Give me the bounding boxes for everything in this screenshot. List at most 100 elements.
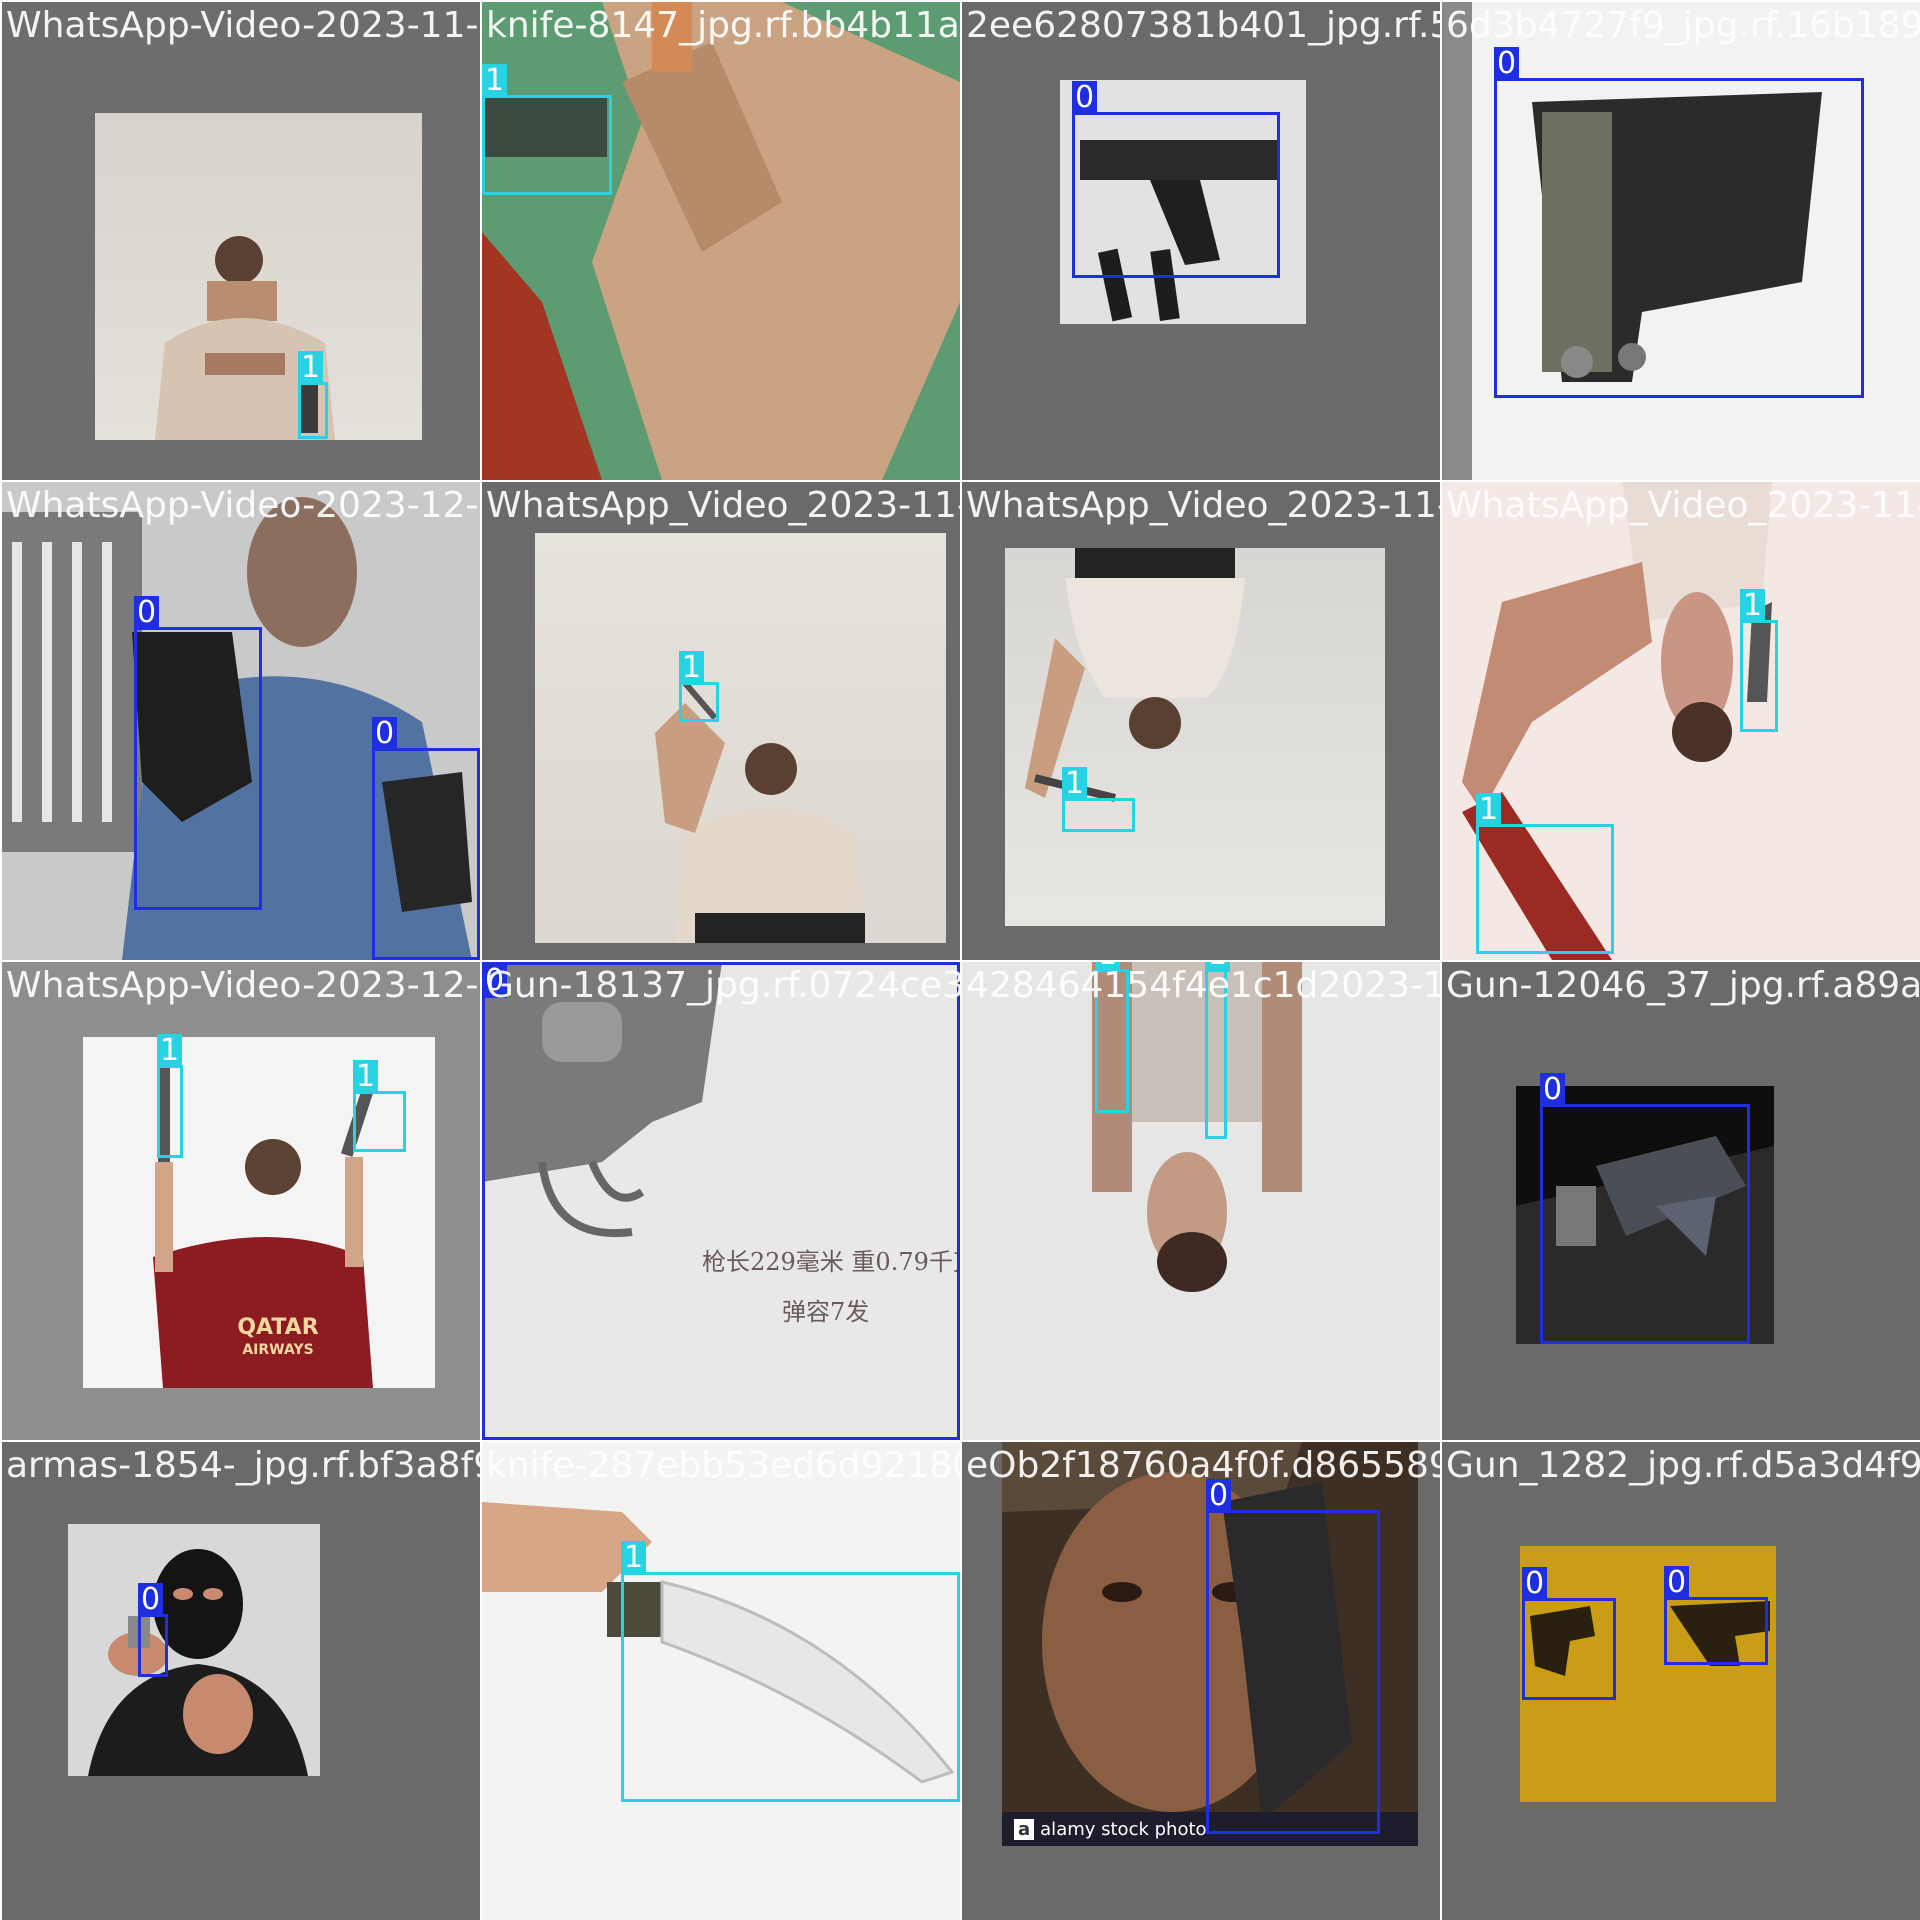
tile-3: 0 6d3b4727f9_jpg.rf.16b18975e <box>1442 2 1920 480</box>
photo-two-guns-yellow <box>1520 1546 1776 1802</box>
tile-1: 1 knife-8147_jpg.rf.bb4b11ababd <box>482 2 960 480</box>
bbox: 1 <box>1205 962 1231 1139</box>
class-label: 1 <box>1095 962 1121 972</box>
person-graphic <box>88 1549 308 1776</box>
caption-line-1: 枪长229毫米 重0.79千克 <box>702 1248 960 1276</box>
person-graphic <box>655 681 865 943</box>
class-label: 0 <box>1072 81 1098 115</box>
class-label: 1 <box>1062 767 1088 801</box>
class-label: 0 <box>482 964 508 998</box>
photo-upside-down-man-knife <box>1005 548 1385 926</box>
person-graphic <box>155 236 335 440</box>
tile-14: a alamy stock photo 0 eOb2f18760a4f0f.d86… <box>962 1442 1440 1920</box>
photo-man-wall-knife <box>95 113 422 440</box>
bbox: 0 <box>1664 1566 1768 1665</box>
bbox: 1 <box>1095 962 1129 1113</box>
class-label: 1 <box>1740 589 1766 623</box>
bbox: 1 <box>621 1541 960 1802</box>
tile-15: 0 0 Gun_1282_jpg.rf.d5a3d4f908 <box>1442 1442 1920 1920</box>
photo-masked-man-gun <box>68 1524 320 1776</box>
filename-label: WhatsApp_Video_2023-11-22 <box>1446 485 1920 526</box>
person-graphic <box>153 1067 378 1388</box>
class-label: 1 <box>1205 962 1231 972</box>
bbox: 1 <box>157 1034 183 1158</box>
bbox: 0 <box>372 717 480 960</box>
filename-label: armas-1854-_jpg.rf.bf3a8f99 <box>6 1445 480 1486</box>
photo-revolver-drawing <box>482 962 960 1440</box>
filename-label: eOb2f18760a4f0f.d865589230mc7f02a770c15a… <box>966 1445 1440 1486</box>
photo-pistol-magazines <box>1060 80 1306 324</box>
class-label: 0 <box>1494 47 1520 81</box>
stock-watermark: a alamy stock photo <box>1014 1819 1207 1840</box>
bbox: 0 <box>1206 1479 1380 1834</box>
class-label: 0 <box>1664 1566 1690 1600</box>
tile-0: 1 WhatsApp-Video-2023-11-22-at-19-47-53-… <box>2 2 480 480</box>
filename-label: 428464154f4e1c1d2023-11-22 <box>966 965 1440 1006</box>
photo-hand-knife-closeup <box>482 2 960 480</box>
bbox: 0 <box>1522 1567 1616 1700</box>
bbox: 0 <box>1494 47 1864 398</box>
class-label: 1 <box>621 1541 647 1575</box>
class-label: 1 <box>353 1060 379 1094</box>
bbox: 1 <box>1062 767 1135 832</box>
filename-label: knife-8147_jpg.rf.bb4b11ababd <box>486 5 960 46</box>
class-label: 1 <box>298 351 324 385</box>
filename-label: Gun-18137_jpg.rf.0724ce3e <box>486 965 960 1006</box>
shirt-text: QATAR AIRWAYS <box>237 1315 319 1359</box>
bbox: 0 <box>134 596 262 910</box>
filename-label: Gun-12046_37_jpg.rf.a89a24412 <box>1446 965 1920 1006</box>
class-label: 1 <box>157 1034 183 1068</box>
bbox: 1 <box>1740 589 1778 732</box>
filename-label: WhatsApp-Video-2023-12-04-at-21-04-18-mp <box>6 485 480 526</box>
photo-man-two-knives-roma: QATAR AIRWAYS <box>83 1037 435 1388</box>
tile-6: 1 WhatsApp_Video_2023-11-22-at-19-47-53-… <box>962 482 1440 960</box>
bbox: 1 <box>482 64 612 195</box>
class-label: 0 <box>1540 1073 1566 1107</box>
photo-upside-down-knives <box>962 962 1440 1440</box>
class-label: 1 <box>1476 793 1502 827</box>
tile-13: 1 knife-287ebb53ed6d921808 <box>482 1442 960 1920</box>
tile-7: 1 1 WhatsApp_Video_2023-11-22 <box>1442 482 1920 960</box>
tile-8: QATAR AIRWAYS 1 1 WhatsApp-Video-2023-12… <box>2 962 480 1440</box>
stock-logo: a <box>1014 1819 1035 1840</box>
filename-label: WhatsApp_Video_2023-11-22-at-19-47-53-mp <box>966 485 1440 526</box>
bbox: 1 <box>1476 793 1614 954</box>
tile-12: 0 armas-1854-_jpg.rf.bf3a8f99 <box>2 1442 480 1920</box>
bbox: 0 <box>138 1583 168 1677</box>
filename-label: WhatsApp_Video_2023-11-22-at-19-47-53-mp <box>486 485 960 526</box>
filename-label: 6d3b4727f9_jpg.rf.16b18975e <box>1446 5 1920 46</box>
filename-label: WhatsApp-Video-2023-11-22-at-19-47-53-mp… <box>6 5 480 46</box>
tile-10: 1 1 428464154f4e1c1d2023-11-22 <box>962 962 1440 1440</box>
tile-11: 0 Gun-12046_37_jpg.rf.a89a24412 <box>1442 962 1920 1440</box>
class-label: 1 <box>679 651 705 685</box>
class-label: 0 <box>1522 1567 1548 1601</box>
table-graphic <box>1516 1136 1774 1344</box>
filename-label: WhatsApp-Video-2023-12-04 <box>6 965 480 1006</box>
person-graphic <box>1025 548 1245 802</box>
photo-upside-down-two-knives <box>1442 482 1920 960</box>
tile-5: 1 WhatsApp_Video_2023-11-22-at-19-47-53-… <box>482 482 960 960</box>
bbox: 0 <box>482 962 960 1440</box>
bbox: 0 <box>1072 81 1280 278</box>
filename-label: Gun_1282_jpg.rf.d5a3d4f908 <box>1446 1445 1920 1486</box>
tile-9: 枪长229毫米 重0.79千克 弹容7发 0 Gun-18137_jpg.rf.… <box>482 962 960 1440</box>
class-label: 0 <box>1206 1479 1232 1513</box>
tile-2: 0 2ee62807381b401_jpg.rf.57fa6400Gdcb4f2… <box>962 2 1440 480</box>
tile-4: 0 0 0 WhatsApp-Video-2023-12-04-at-21-04… <box>2 482 480 960</box>
filename-label: 2ee62807381b401_jpg.rf.57fa6400Gdcb4f27f… <box>966 5 1440 46</box>
guns-graphic <box>1530 1601 1770 1676</box>
bbox: 1 <box>679 651 719 722</box>
person-graphic <box>1002 1442 1418 1846</box>
photo-man-raised-knife <box>535 533 946 943</box>
bbox: 1 <box>353 1060 406 1152</box>
photo-pistol-side-view <box>1442 2 1920 480</box>
class-label: 0 <box>372 717 398 751</box>
class-label: 0 <box>134 596 160 630</box>
caption-line-2: 弹容7发 <box>782 1298 870 1326</box>
filename-label: knife-287ebb53ed6d921808 <box>486 1445 960 1486</box>
bbox: 1 <box>298 351 328 439</box>
class-label: 1 <box>482 64 508 98</box>
class-label: 0 <box>138 1583 164 1617</box>
bbox: 0 <box>1540 1073 1750 1344</box>
